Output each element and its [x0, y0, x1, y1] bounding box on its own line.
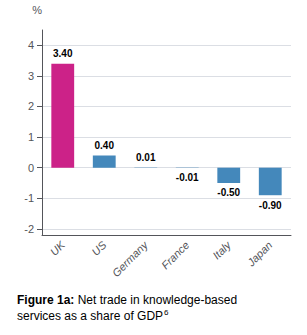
svg-text:0.01: 0.01 — [136, 152, 156, 163]
svg-text:-0.50: -0.50 — [217, 187, 240, 198]
svg-text:UK: UK — [48, 238, 68, 258]
svg-text:%: % — [32, 4, 42, 16]
svg-text:US: US — [89, 238, 109, 258]
svg-text:4: 4 — [28, 39, 34, 51]
svg-text:Net trade in knowledge-based: Net trade in knowledge-based — [74, 293, 237, 307]
svg-text:0.40: 0.40 — [95, 140, 115, 151]
svg-text:France: France — [159, 239, 192, 272]
svg-text:0: 0 — [28, 162, 34, 174]
svg-text:6: 6 — [164, 308, 169, 317]
svg-text:3: 3 — [28, 70, 34, 82]
svg-text:3.40: 3.40 — [53, 48, 73, 59]
svg-text:-0.01: -0.01 — [176, 172, 199, 183]
svg-text:Italy: Italy — [210, 238, 234, 262]
svg-text:2: 2 — [28, 100, 34, 112]
svg-text:Japan: Japan — [244, 239, 274, 269]
svg-text:Figure 1a:: Figure 1a: — [17, 293, 74, 307]
svg-text:1: 1 — [28, 131, 34, 143]
svg-text:services as a share of GDP: services as a share of GDP — [17, 309, 163, 323]
svg-text:-2: -2 — [24, 223, 34, 235]
svg-text:Germany: Germany — [110, 238, 151, 279]
svg-text:-1: -1 — [24, 192, 34, 204]
svg-text:-0.90: -0.90 — [259, 200, 282, 211]
